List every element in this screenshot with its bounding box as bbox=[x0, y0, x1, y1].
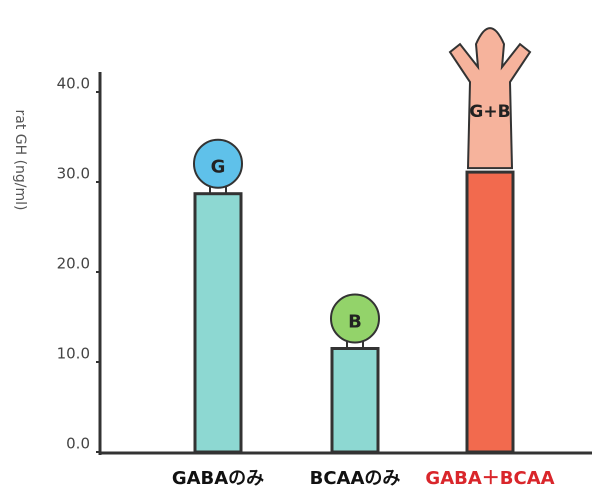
y-tick-label: 30.0 bbox=[57, 165, 90, 183]
y-tick-label: 20.0 bbox=[57, 255, 90, 273]
bar bbox=[330, 347, 380, 454]
bar bbox=[193, 192, 243, 454]
y-tick-label: 0.0 bbox=[66, 435, 90, 453]
x-tick-label: GABA＋BCAA bbox=[425, 468, 554, 489]
character-body bbox=[193, 138, 243, 189]
bar bbox=[465, 170, 515, 454]
character-letter: G bbox=[211, 157, 226, 178]
x-tick-label: BCAAのみ bbox=[310, 468, 401, 489]
x-tick-label: GABAのみ bbox=[172, 468, 264, 489]
y-tick-label: 10.0 bbox=[57, 345, 90, 363]
character-body bbox=[448, 27, 532, 170]
y-axis-label: rat GH (ng/ml) bbox=[12, 109, 28, 210]
y-tick-label: 40.0 bbox=[57, 75, 90, 93]
character-letter: G+B bbox=[469, 102, 510, 122]
character-body bbox=[330, 293, 380, 344]
character-letter: B bbox=[348, 312, 362, 333]
